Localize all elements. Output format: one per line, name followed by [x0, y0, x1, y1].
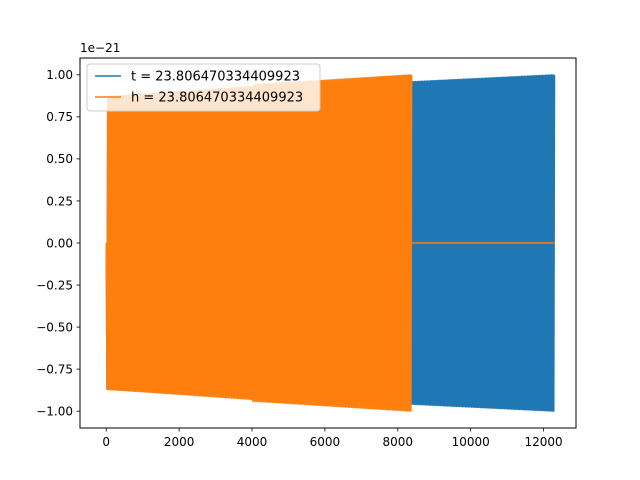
x-tick-label: 2000: [164, 435, 195, 449]
y-tick-label: −0.50: [36, 320, 73, 334]
y-tick-label: −1.00: [36, 404, 73, 418]
y-tick-label: 0.50: [46, 152, 73, 166]
y-tick-label: 0.75: [46, 110, 73, 124]
series-layer: [105, 74, 556, 412]
x-tick-label: 8000: [383, 435, 414, 449]
y-offset-label: 1e−21: [80, 41, 120, 55]
y-tick-label: 0.00: [46, 236, 73, 250]
x-tick-label: 10000: [452, 435, 490, 449]
legend-label-h: h = 23.806470334409923: [131, 91, 303, 106]
x-tick-label: 6000: [310, 435, 341, 449]
y-tick-label: −0.75: [36, 362, 73, 376]
legend-box: [86, 63, 321, 112]
x-tick-label: 0: [102, 435, 110, 449]
y-axis: 1.00 0.75 0.50 0.25 0.00 −0.25 −0.50 −0.75 −1.00: [36, 68, 80, 418]
y-tick-label: 1.00: [46, 68, 73, 82]
y-tick-label: 0.25: [46, 194, 73, 208]
legend-label-t: t = 23.806470334409923: [131, 70, 300, 85]
x-tick-label: 4000: [237, 435, 268, 449]
x-tick-label: 12000: [524, 435, 562, 449]
series-line-h: [105, 74, 555, 412]
legend: t = 23.806470334409923 h = 23.8064703344…: [86, 63, 321, 112]
y-tick-label: −0.25: [36, 278, 73, 292]
x-axis: 0 2000 4000 6000 8000 10000 12000: [102, 428, 563, 449]
